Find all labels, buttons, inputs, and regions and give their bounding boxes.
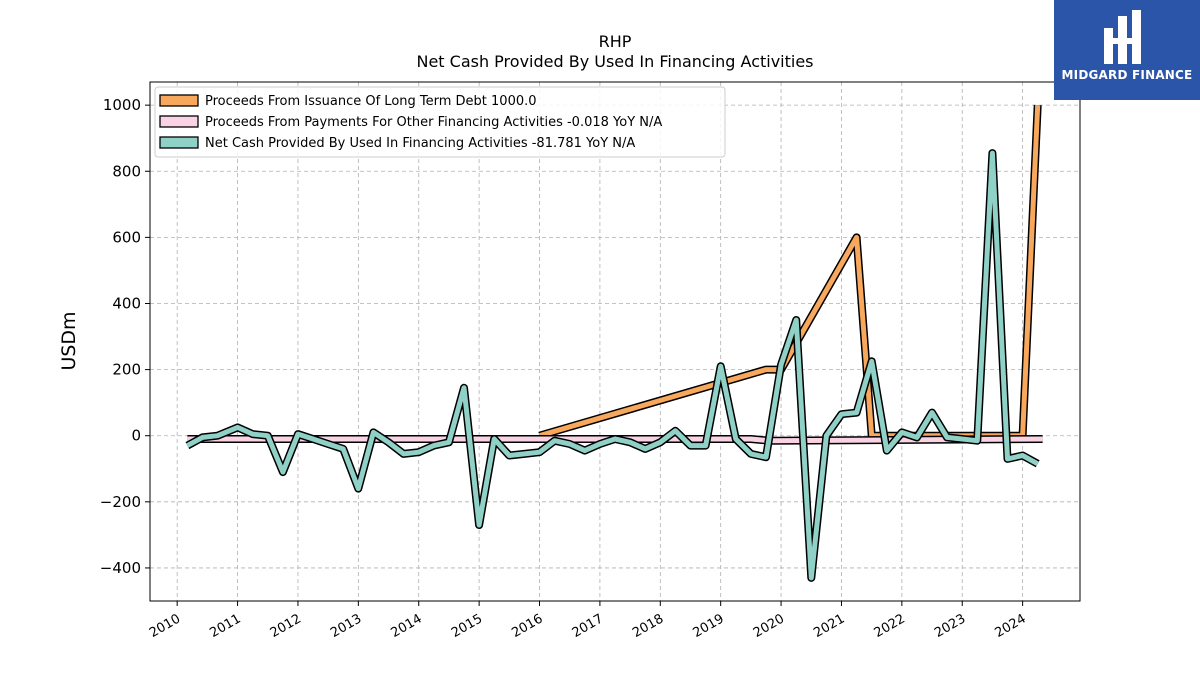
x-tick-label: 2020: [751, 611, 787, 641]
y-tick-label: 600: [112, 228, 141, 246]
series-other-financing-line: [187, 435, 1043, 445]
x-axis: 2010 2011 2012 2013 2014 2015 2016 2017 2018 2019…: [147, 601, 1029, 641]
y-tick-label: 0: [131, 427, 141, 445]
x-tick-label: 2014: [389, 611, 425, 641]
y-tick-label: 200: [112, 361, 141, 379]
legend-swatch: [159, 136, 199, 149]
midgard-finance-logo: MIDGARD FINANCE: [1054, 0, 1200, 100]
x-tick-label: 2021: [811, 611, 847, 641]
y-tick-label: −200: [100, 493, 141, 511]
legend-entry: Proceeds From Payments For Other Financi…: [205, 115, 662, 130]
x-tick-label: 2018: [630, 611, 666, 641]
grid: [150, 82, 1080, 601]
x-tick-label: 2010: [147, 611, 183, 641]
series-net-financing-line: [185, 149, 1040, 582]
x-tick-label: 2017: [570, 611, 606, 641]
chart-title: RHP: [599, 32, 632, 51]
legend-swatch: [159, 94, 199, 107]
legend-entry: Proceeds From Issuance Of Long Term Debt…: [205, 94, 537, 109]
plot-frame: [149, 81, 1081, 602]
y-tick-label: 1000: [103, 96, 141, 114]
y-axis-label: USDm: [58, 311, 80, 370]
x-tick-label: 2016: [509, 611, 545, 641]
x-tick-label: 2012: [268, 611, 304, 641]
y-tick-label: 400: [112, 294, 141, 312]
x-tick-label: 2011: [207, 611, 243, 641]
series-net-financing-line-stroke: [186, 150, 1039, 581]
y-tick-label: 800: [112, 162, 141, 180]
x-tick-label: 2019: [691, 611, 727, 641]
y-axis: −400 −200 0 200 400 600 800 1000: [100, 96, 150, 577]
y-tick-label: −400: [100, 559, 141, 577]
legend-entry: Net Cash Provided By Used In Financing A…: [205, 136, 635, 151]
series-net-financing-line-outline: [185, 149, 1040, 582]
x-tick-label: 2022: [872, 611, 908, 641]
legend-swatch: [159, 115, 199, 128]
logo-mark-icon: [1104, 10, 1141, 64]
chart-subtitle: Net Cash Provided By Used In Financing A…: [416, 52, 813, 71]
x-tick-label: 2015: [449, 611, 485, 641]
legend-frame: [154, 86, 726, 158]
plot-area: [185, 104, 1043, 582]
series-other-financing-line-stroke: [187, 436, 1043, 444]
x-tick-label: 2023: [932, 611, 968, 641]
x-tick-label: 2024: [992, 611, 1028, 641]
logo-text: MIDGARD FINANCE: [1061, 68, 1193, 82]
legend: Proceeds From Issuance Of Long Term Debt…: [154, 86, 726, 158]
x-tick-label: 2013: [328, 611, 364, 641]
